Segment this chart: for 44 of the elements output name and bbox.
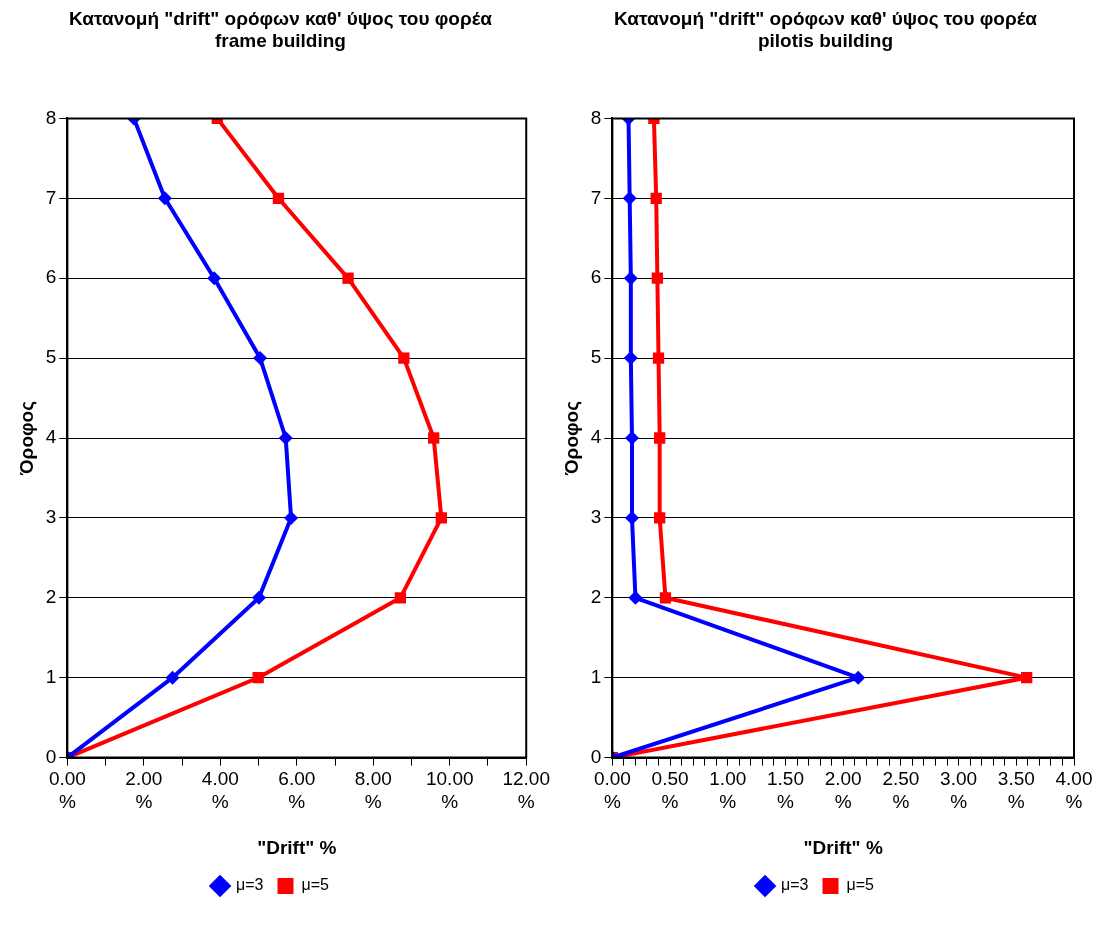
y-tick-label: 0 bbox=[590, 745, 602, 767]
x-tick-label: 12.00 % bbox=[502, 768, 550, 813]
x-tick-label: 2.00 % bbox=[125, 768, 163, 813]
y-tick-label: 6 bbox=[590, 266, 602, 288]
y-tick-label: 1 bbox=[45, 665, 57, 687]
y-tick-label: 2 bbox=[590, 586, 602, 608]
y-tick-label: 1 bbox=[590, 665, 602, 687]
y-tick-label: 7 bbox=[590, 186, 602, 208]
x-tick-label: 0.00 % bbox=[48, 768, 86, 813]
x-axis-title: "Drift" % bbox=[257, 836, 337, 858]
y-tick-label: 7 bbox=[45, 186, 57, 208]
legend-label: μ=5 bbox=[846, 876, 875, 894]
x-tick-label: 4.00 % bbox=[1055, 768, 1093, 813]
y-tick-label: 4 bbox=[590, 426, 602, 448]
legend-label: μ=3 bbox=[781, 876, 809, 894]
x-tick-label: 2.00 % bbox=[824, 768, 862, 813]
x-axis-title: "Drift" % bbox=[803, 836, 883, 858]
x-tick-label: 1.50 % bbox=[766, 768, 804, 813]
y-axis-title: Όροφος bbox=[560, 400, 582, 477]
x-tick-label: 3.50 % bbox=[997, 768, 1035, 813]
y-tick-label: 3 bbox=[45, 506, 57, 528]
x-tick-label: 4.00 % bbox=[201, 768, 239, 813]
y-tick-label: 4 bbox=[45, 426, 57, 448]
x-tick-label: 8.00 % bbox=[354, 768, 392, 813]
y-tick-label: 8 bbox=[45, 106, 57, 128]
chart-title: Κατανομή "drift" ορόφων καθ' ύψος του φορέα frame building bbox=[68, 8, 493, 53]
y-tick-label: 6 bbox=[45, 266, 57, 288]
y-tick-label: 8 bbox=[590, 106, 602, 128]
legend-label: μ=3 bbox=[236, 876, 264, 894]
y-tick-label: 2 bbox=[45, 586, 57, 608]
y-tick-label: 5 bbox=[590, 346, 602, 368]
chart-title: Κατανομή "drift" ορόφων καθ' ύψος του φορέα pilotis building bbox=[613, 8, 1038, 53]
x-tick-label: 6.00 % bbox=[278, 768, 316, 813]
x-tick-label: 0.00 % bbox=[593, 768, 631, 813]
legend-label: μ=5 bbox=[301, 876, 330, 894]
y-tick-label: 0 bbox=[45, 745, 57, 767]
y-axis-title: Όροφος bbox=[15, 400, 37, 477]
x-tick-label: 10.00 % bbox=[425, 768, 474, 813]
y-tick-label: 3 bbox=[590, 506, 602, 528]
x-tick-label: 1.00 % bbox=[709, 768, 747, 813]
x-tick-label: 0.50 % bbox=[651, 768, 689, 813]
x-tick-label: 2.50 % bbox=[882, 768, 920, 813]
y-tick-label: 5 bbox=[45, 346, 57, 368]
x-tick-label: 3.00 % bbox=[940, 768, 978, 813]
